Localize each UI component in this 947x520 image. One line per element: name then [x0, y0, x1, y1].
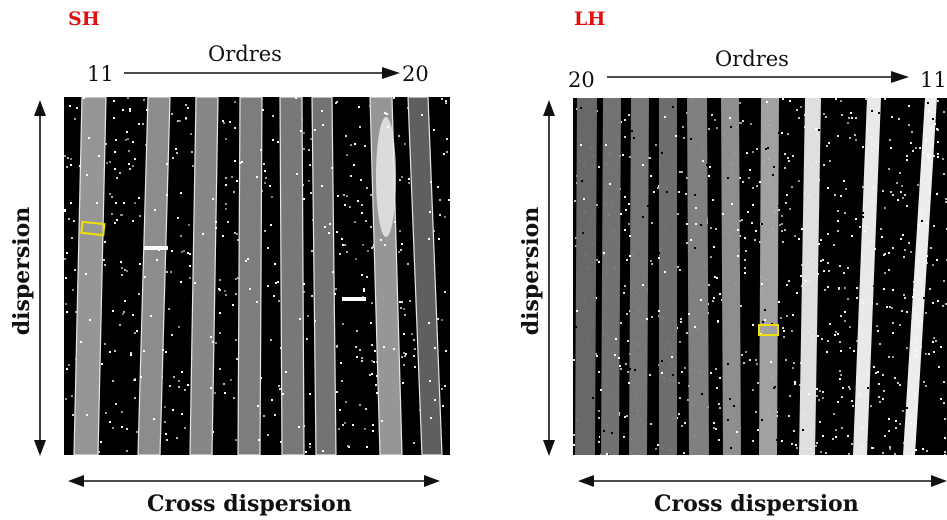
- lh-order-end: 11: [920, 68, 947, 92]
- sh-panel: SH Ordres 11 20 dispersion Cross dispers…: [0, 0, 470, 520]
- sh-order-end: 20: [402, 62, 429, 86]
- sh-dispersion-arrow: [34, 100, 46, 456]
- lh-dispersion-arrow: [543, 100, 555, 456]
- sh-detector-image: [64, 97, 450, 455]
- sh-cross-dispersion-arrow: [68, 475, 440, 487]
- lh-label: LH: [574, 8, 606, 30]
- lh-cross-dispersion-arrow: [578, 475, 947, 487]
- lh-detector-image: [573, 98, 947, 455]
- lh-panel: LH Ordres 20 11 dispersion Cross dispers…: [470, 0, 947, 520]
- lh-orders-title: Ordres: [715, 47, 789, 71]
- sh-order-start: 11: [87, 62, 114, 86]
- sh-orders-arrow: [124, 67, 400, 79]
- lh-cross-dispersion-label: Cross dispersion: [654, 491, 859, 517]
- lh-order-start: 20: [568, 68, 595, 92]
- sh-dispersion-label: dispersion: [9, 206, 35, 336]
- lh-orders-arrow: [607, 71, 909, 83]
- sh-label: SH: [68, 8, 100, 30]
- sh-cross-dispersion-label: Cross dispersion: [147, 491, 352, 517]
- sh-orders-title: Ordres: [208, 42, 282, 66]
- lh-dispersion-label: dispersion: [518, 206, 544, 336]
